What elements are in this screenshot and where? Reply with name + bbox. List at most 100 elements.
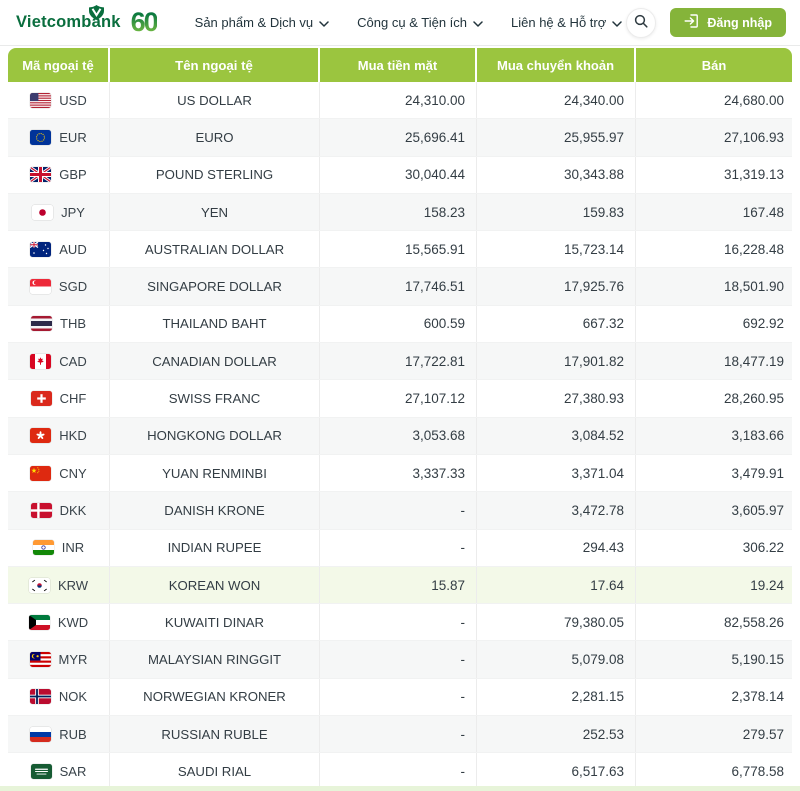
search-icon <box>634 14 648 31</box>
nav-item-1[interactable]: Sản phẩm & Dịch vụ <box>195 15 330 30</box>
chevron-down-icon <box>612 15 623 30</box>
currency-name: POUND STERLING <box>110 156 320 193</box>
currency-name: KUWAITI DINAR <box>110 604 320 641</box>
currency-name: CANADIAN DOLLAR <box>110 343 320 380</box>
sell-value: 3,605.97 <box>731 502 784 518</box>
flag-aud-icon <box>30 241 52 257</box>
currency-code-cell: NOK <box>8 678 110 716</box>
currency-code: JPY <box>61 204 85 220</box>
currency-code-cell: AUD <box>8 231 110 268</box>
currency-name: EURO <box>110 119 320 156</box>
transfer-buy-value: 3,472.78 <box>477 492 636 529</box>
currency-code-cell: USD <box>8 82 110 119</box>
cash-buy-value: 158.23 <box>320 193 477 231</box>
sell-value: 24,680.00 <box>723 92 784 108</box>
transfer-buy-value: 25,955.97 <box>477 119 636 156</box>
currency-row-inr: INR INDIAN RUPEE -294.43 306.22 <box>8 529 792 567</box>
cash-buy-value: - <box>320 604 477 641</box>
transfer-buy-value: 17.64 <box>477 566 636 604</box>
currency-name: INDIAN RUPEE <box>110 529 320 566</box>
table-header-cell: Mã ngoại tệ <box>8 48 110 82</box>
currency-row-eur: EUR EURO 25,696.41 25,955.97 27,106.93 <box>8 119 792 157</box>
currency-row-nok: NOK NORWEGIAN KRONER -2,281.15 2,378.14 <box>8 678 792 717</box>
cash-buy-value: 3,337.33 <box>320 454 477 492</box>
transfer-buy-value: 252.53 <box>477 716 636 753</box>
cash-buy-value: - <box>320 678 477 716</box>
currency-name: RUSSIAN RUBLE <box>110 716 320 753</box>
currency-name: SAUDI RIAL <box>110 753 320 790</box>
currency-row-gbp: GBP POUND STERLING 30,040.44 30,343.88 31,31… <box>8 156 792 194</box>
currency-code: EUR <box>59 129 87 145</box>
transfer-buy-value: 27,380.93 <box>477 380 636 417</box>
flag-thb-icon <box>31 316 52 332</box>
currency-code-cell: JPY <box>8 193 110 231</box>
cash-buy-value: 15,565.91 <box>320 231 477 268</box>
search-button[interactable] <box>626 7 657 38</box>
flag-rub-icon <box>30 726 52 742</box>
nav-item-2[interactable]: Công cụ & Tiện ích <box>357 15 483 30</box>
cash-buy-value: - <box>320 529 477 566</box>
chevron-down-icon <box>319 15 329 30</box>
currency-code-cell: KRW <box>8 566 110 604</box>
currency-code: CAD <box>59 353 87 369</box>
cash-buy-value: 24,310.00 <box>320 82 477 119</box>
login-button[interactable]: Đăng nhập <box>670 8 786 37</box>
flag-eur-icon <box>30 129 52 145</box>
currency-row-thb: THB THAILAND BAHT 600.59 667.32 692.92 <box>8 305 792 344</box>
sell-value: 3,183.66 <box>731 428 784 444</box>
chevron-down-icon <box>473 15 483 30</box>
currency-code-cell: CNY <box>8 454 110 492</box>
sell-value: 18,501.90 <box>723 279 784 295</box>
nav-item-label: Liên hệ & Hỗ trợ <box>511 15 607 30</box>
cash-buy-value: 15.87 <box>320 566 477 604</box>
currency-row-krw: KRW KOREAN WON 15.87 17.64 19.24 <box>8 566 792 605</box>
currency-code-cell: SGD <box>8 268 110 305</box>
nav-item-3[interactable]: Liên hệ & Hỗ trợ <box>511 15 623 30</box>
currency-code: SAR <box>59 763 87 779</box>
currency-code: MYR <box>58 652 88 668</box>
sell-value: 306.22 <box>742 540 784 556</box>
flag-krw-icon <box>28 577 50 593</box>
sell-value: 82,558.26 <box>723 614 784 630</box>
currency-code-cell: MYR <box>8 641 110 678</box>
login-arrow-icon <box>684 14 699 31</box>
cash-buy-value: 3,053.68 <box>320 417 477 454</box>
sell-value: 28,260.95 <box>723 391 784 407</box>
currency-code: USD <box>59 92 87 108</box>
transfer-buy-value: 15,723.14 <box>477 231 636 268</box>
currency-code-cell: KWD <box>8 604 110 641</box>
currency-row-cad: CAD CANADIAN DOLLAR 17,722.81 17,901.82 18,4… <box>8 343 792 381</box>
currency-name: US DOLLAR <box>110 82 320 119</box>
currency-code: THB <box>60 316 86 332</box>
sell-value: 27,106.93 <box>723 129 784 145</box>
vietcombank-logo[interactable]: Vietcombank <box>16 5 121 31</box>
cash-buy-value: 17,746.51 <box>320 268 477 305</box>
flag-myr-icon <box>29 652 51 668</box>
flag-jpy-icon <box>32 204 54 220</box>
currency-code-cell: CAD <box>8 343 110 380</box>
currency-code-cell: HKD <box>8 417 110 454</box>
transfer-buy-value: 294.43 <box>477 529 636 566</box>
currency-code: RUB <box>59 726 87 742</box>
currency-code: INR <box>61 540 85 556</box>
currency-name: DANISH KRONE <box>110 492 320 529</box>
table-header-cell: Mua tiền mặt <box>320 48 477 82</box>
currency-code-cell: EUR <box>8 119 110 156</box>
currency-name: AUSTRALIAN DOLLAR <box>110 231 320 268</box>
flag-sar-icon <box>30 763 52 779</box>
transfer-buy-value: 667.32 <box>477 305 636 343</box>
top-navigation-bar: Vietcombank 60 Sản phẩm & Dịch vụ Công cụ… <box>0 0 800 46</box>
sell-value: 167.48 <box>742 204 784 220</box>
nav-item-label: Sản phẩm & Dịch vụ <box>194 15 314 30</box>
currency-code-cell: DKK <box>8 492 110 529</box>
flag-inr-icon <box>32 540 54 556</box>
sell-value: 5,190.15 <box>731 652 784 668</box>
vietcombank-emblem-icon <box>88 5 105 25</box>
transfer-buy-value: 17,925.76 <box>477 268 636 305</box>
currency-row-jpy: JPY YEN 158.23 159.83 167.48 <box>8 193 792 232</box>
currency-code-cell: SAR <box>8 753 110 790</box>
table-header-cell: Bán <box>636 48 792 82</box>
sell-value: 692.92 <box>742 316 784 332</box>
transfer-buy-value: 3,084.52 <box>477 417 636 454</box>
currency-code-cell: THB <box>8 305 110 343</box>
